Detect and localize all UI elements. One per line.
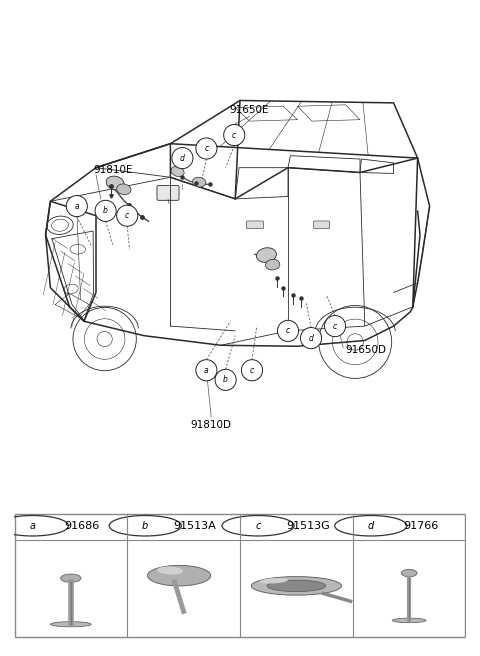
Text: d: d <box>309 334 313 342</box>
Text: c: c <box>232 131 236 140</box>
Text: a: a <box>204 366 209 375</box>
Text: 91513A: 91513A <box>173 521 216 531</box>
Ellipse shape <box>401 569 417 577</box>
FancyBboxPatch shape <box>313 221 330 229</box>
Text: d: d <box>180 154 185 163</box>
Ellipse shape <box>171 167 184 176</box>
Text: 91513G: 91513G <box>286 521 330 531</box>
Ellipse shape <box>117 184 131 195</box>
Text: 91810D: 91810D <box>191 420 232 430</box>
Ellipse shape <box>157 567 183 575</box>
Text: c: c <box>250 366 254 375</box>
Circle shape <box>300 327 322 348</box>
Text: 91650D: 91650D <box>346 345 386 355</box>
Circle shape <box>277 320 299 341</box>
Text: c: c <box>333 321 337 331</box>
FancyBboxPatch shape <box>15 514 465 637</box>
Text: c: c <box>255 521 261 531</box>
Text: b: b <box>103 207 108 215</box>
Text: b: b <box>142 521 148 531</box>
FancyBboxPatch shape <box>246 221 264 229</box>
Circle shape <box>172 148 193 169</box>
Text: 91766: 91766 <box>403 521 438 531</box>
Text: c: c <box>286 327 290 335</box>
Circle shape <box>66 195 87 216</box>
Ellipse shape <box>192 177 206 187</box>
Circle shape <box>224 125 245 146</box>
Circle shape <box>117 205 138 226</box>
Ellipse shape <box>106 176 124 190</box>
Circle shape <box>324 316 346 337</box>
Ellipse shape <box>265 259 280 270</box>
Text: c: c <box>125 211 129 220</box>
Circle shape <box>215 369 236 390</box>
Text: 91810E: 91810E <box>94 165 133 175</box>
Ellipse shape <box>260 578 288 584</box>
Text: c: c <box>204 144 208 153</box>
Ellipse shape <box>60 574 81 583</box>
Ellipse shape <box>392 618 426 623</box>
Ellipse shape <box>50 622 91 627</box>
Ellipse shape <box>252 577 341 595</box>
Circle shape <box>196 138 217 159</box>
Text: a: a <box>74 201 79 211</box>
Ellipse shape <box>147 565 211 586</box>
Text: d: d <box>368 521 374 531</box>
Circle shape <box>196 359 217 380</box>
Circle shape <box>95 200 116 222</box>
Text: b: b <box>223 375 228 384</box>
Ellipse shape <box>256 248 276 262</box>
Text: 91686: 91686 <box>64 521 100 531</box>
Text: 91650E: 91650E <box>230 105 269 115</box>
Ellipse shape <box>267 580 326 592</box>
Text: a: a <box>29 521 36 531</box>
Circle shape <box>241 359 263 380</box>
FancyBboxPatch shape <box>157 186 179 200</box>
